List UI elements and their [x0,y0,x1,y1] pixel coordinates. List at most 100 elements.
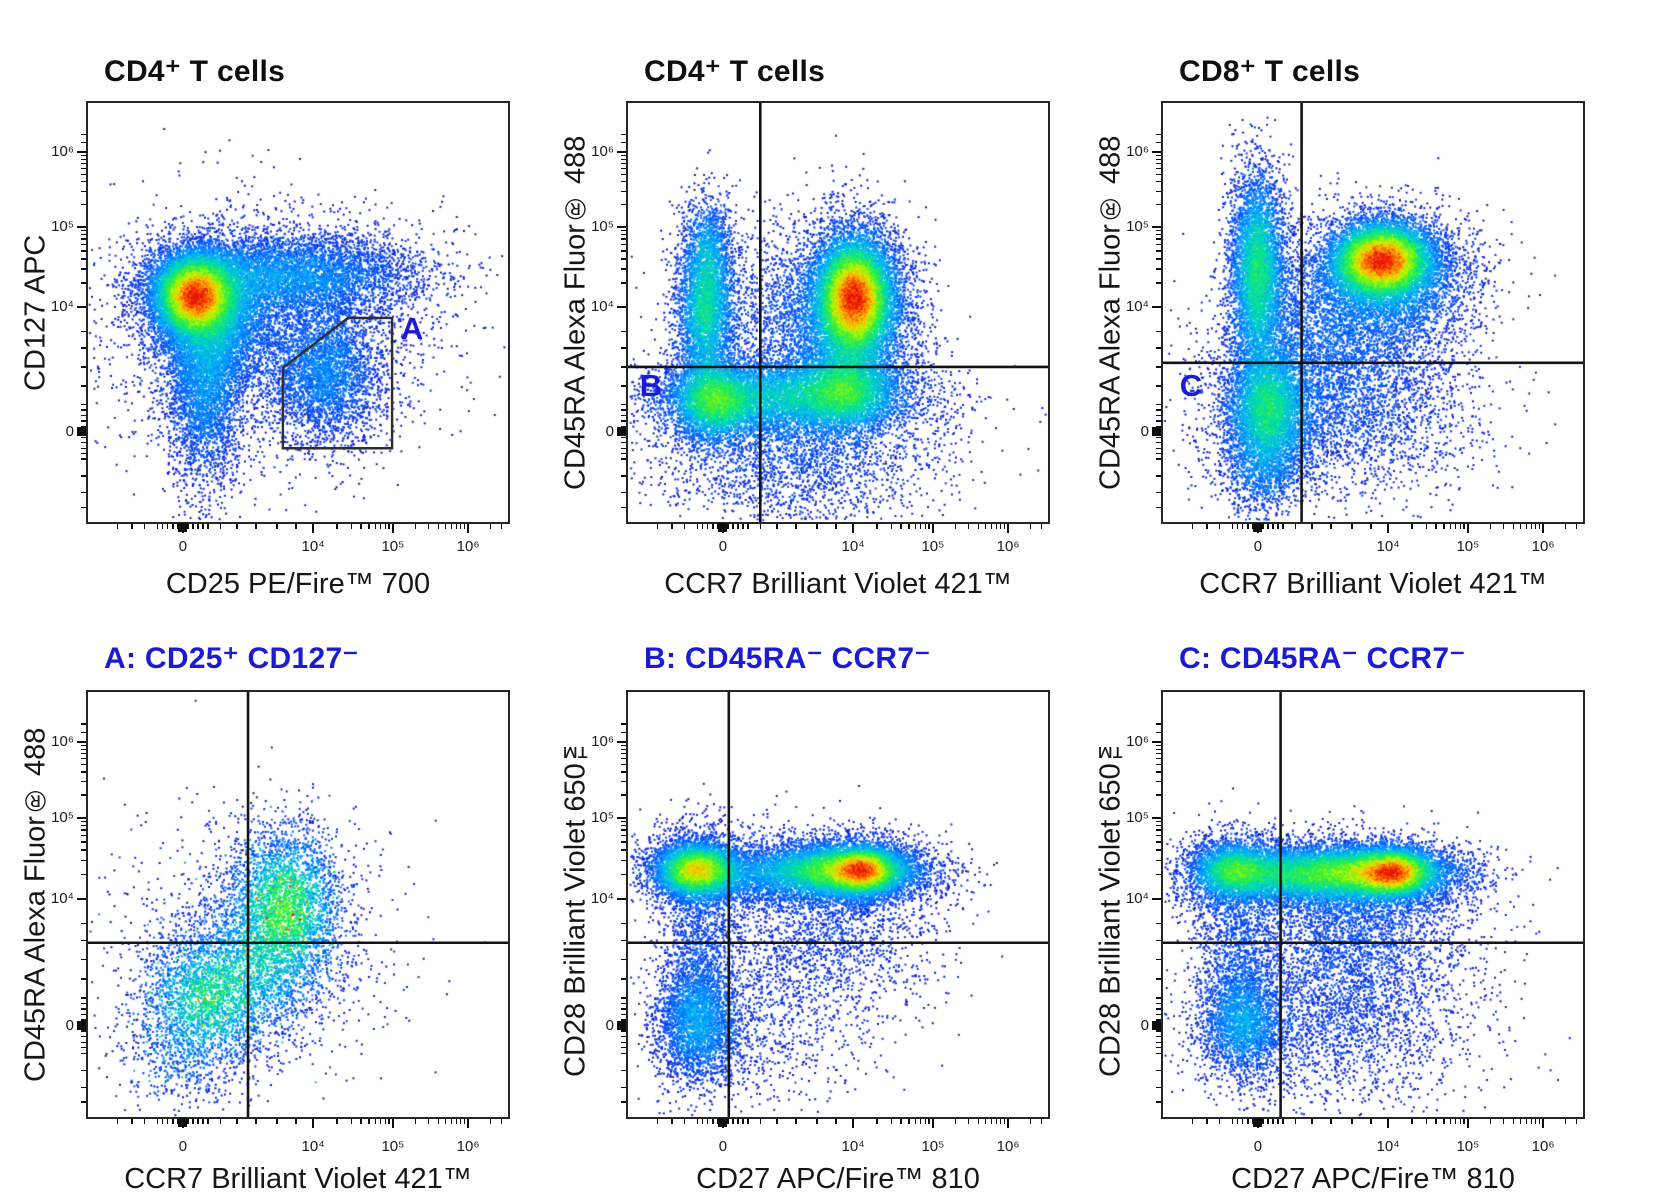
y-major-tick [77,816,86,819]
density-scatter-canvas [628,692,1048,1117]
y-minor-tick [1156,1069,1161,1071]
x-zero-thick-tick [1253,1118,1263,1127]
x-minor-tick [702,524,704,529]
y-minor-tick [1156,506,1161,509]
density-scatter-canvas [628,103,1048,522]
gate-overlay [281,316,394,450]
x-minor-tick [1206,1119,1208,1124]
y-minor-tick [621,366,626,368]
x-minor-tick [977,1119,979,1124]
y-minor-tick [621,420,626,422]
y-minor-tick [621,1013,626,1016]
x-minor-tick [795,1119,797,1124]
x-minor-tick [1411,1119,1413,1124]
x-minor-tick [890,524,893,529]
y-minor-tick [81,820,86,823]
x-minor-tick [167,1119,169,1124]
y-minor-tick [81,385,86,387]
y-minor-tick [81,758,86,760]
y-minor-tick [621,959,626,961]
y-minor-tick [621,820,626,823]
y-zero-thick-tick [617,427,626,437]
y-minor-tick [81,506,86,509]
x-minor-tick [187,1119,189,1124]
x-minor-tick [219,1119,221,1124]
x-minor-tick [1463,524,1465,529]
x-minor-tick [490,1119,492,1124]
x-minor-tick [727,1119,729,1124]
y-minor-tick [81,1019,86,1021]
y-minor-tick [1156,829,1161,831]
y-minor-tick [621,1030,626,1032]
y-minor-tick [1156,1019,1161,1021]
x-minor-tick [1237,1119,1239,1124]
y-minor-tick [81,824,86,827]
y-minor-tick [1156,442,1161,444]
y-minor-tick [81,829,86,831]
x-minor-tick [1459,1119,1462,1124]
x-minor-tick [1425,524,1428,529]
y-tick-label: 10⁴ [1125,889,1149,907]
x-minor-tick [1449,1119,1451,1124]
x-minor-tick [144,1119,146,1124]
y-minor-tick [81,420,86,422]
y-zero-thick-tick [1152,427,1161,437]
gate-overlay [88,692,508,1117]
x-minor-tick [954,1119,957,1124]
x-minor-tick [444,524,447,529]
y-minor-tick [1156,403,1161,406]
y-minor-tick [621,330,626,333]
y-tick-label: 0 [605,1016,614,1034]
x-major-tick [931,1119,935,1128]
density-scatter-canvas [88,103,508,522]
y-minor-tick [621,723,626,725]
x-minor-tick [1232,524,1234,529]
x-minor-tick [920,524,922,529]
y-minor-tick [621,1101,626,1103]
y-tick-label: 0 [605,422,614,440]
x-minor-tick [747,524,749,529]
x-minor-tick [759,1119,761,1124]
x-minor-tick [1219,1119,1221,1124]
x-minor-tick [1252,1119,1254,1124]
x-tick-label: 10⁴ [301,538,325,555]
x-minor-tick [219,524,221,529]
x-minor-tick [187,524,189,529]
gate-overlay [1163,692,1583,1117]
x-minor-tick [967,524,970,529]
y-minor-tick [81,409,86,411]
y-major-tick [77,897,86,901]
y-minor-tick [1156,874,1161,876]
x-minor-tick [380,1119,382,1124]
y-minor-tick [81,238,86,240]
y-minor-tick [1156,158,1161,161]
y-minor-tick [81,731,86,734]
y-minor-tick [1156,794,1161,796]
y-minor-tick [81,1008,86,1010]
y-tick-label: 10⁵ [591,808,614,826]
x-major-tick [311,1119,315,1128]
x-minor-tick [1252,524,1254,529]
y-minor-tick [621,1047,626,1049]
y-minor-tick [1156,758,1161,760]
x-minor-tick [1191,524,1194,529]
y-zero-thick-tick [617,1021,626,1031]
y-minor-tick [1156,1086,1161,1088]
x-minor-tick [1502,1119,1505,1124]
y-minor-tick [81,1030,86,1032]
y-minor-tick [81,752,86,755]
x-axis-label: CD25 PE/Fire™ 700 [165,568,431,600]
x-minor-tick [1272,524,1274,529]
y-tick-label: 10⁵ [591,218,614,236]
x-minor-tick [712,1119,714,1124]
x-minor-tick [350,524,353,529]
x-minor-tick [1455,1119,1457,1124]
x-minor-tick [450,1119,452,1124]
x-tick-label: 0 [178,538,188,555]
x-minor-tick [1206,524,1208,529]
y-minor-tick [1156,939,1161,942]
x-minor-tick [1489,524,1492,529]
x-minor-tick [984,1119,987,1124]
x-tick-label: 10⁴ [1376,538,1400,555]
x-minor-tick [737,1119,739,1124]
